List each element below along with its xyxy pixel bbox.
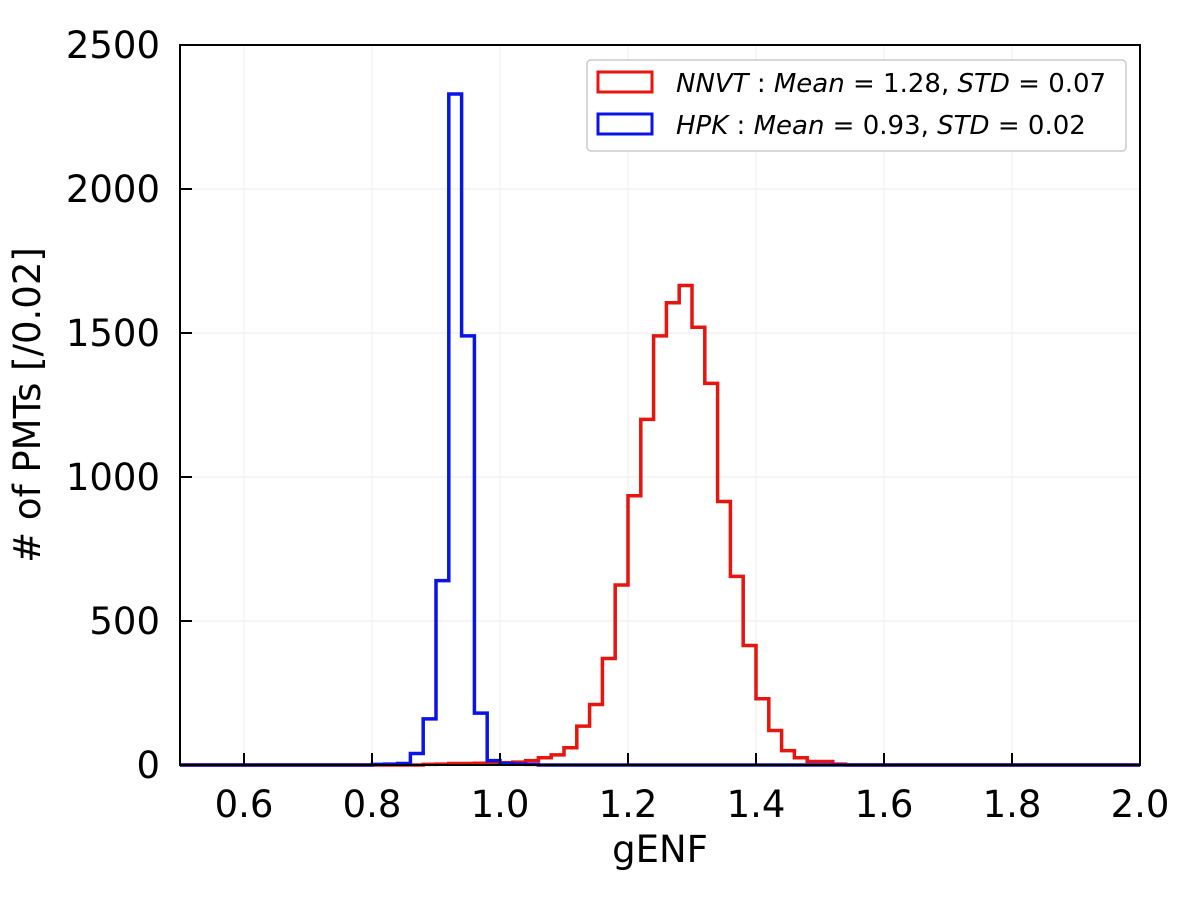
- series-nnvt-histogram: [180, 283, 1140, 767]
- y-tick-label: 500: [89, 600, 160, 643]
- x-tick-label: 0.8: [343, 783, 402, 826]
- legend-hpk-mean-label: Mean: [754, 111, 825, 141]
- legend-hpk-name: HPK: [676, 111, 730, 141]
- plot-frame: [179, 44, 1141, 766]
- series-hpk-histogram: [180, 92, 1140, 767]
- y-tick-label: 1500: [66, 312, 160, 355]
- legend-swatch-hpk: [596, 112, 654, 136]
- legend-box: [586, 59, 1127, 152]
- y-tick-label: 2500: [66, 24, 160, 67]
- x-tick-label: 1.4: [727, 783, 786, 826]
- legend-hpk-std-label: STD: [937, 111, 989, 141]
- legend-swatch-nnvt: [596, 70, 654, 94]
- legend-nnvt-mean-label: Mean: [774, 69, 845, 99]
- x-tick-label: 1.0: [471, 783, 530, 826]
- legend-nnvt-mean-value: 1.28: [883, 69, 941, 99]
- legend-hpk-mean-value: 0.93: [863, 111, 921, 141]
- x-tick-label: 1.6: [855, 783, 914, 826]
- series-layer: [180, 92, 1140, 767]
- x-tick-label: 0.6: [215, 783, 274, 826]
- legend-nnvt-name: NNVT: [676, 69, 751, 99]
- legend-nnvt-std-value: 0.07: [1048, 69, 1106, 99]
- x-tick-label: 1.2: [599, 783, 658, 826]
- x-tick-label: 2.0: [1111, 783, 1170, 826]
- y-axis-title: # of PMTs [/0.02]: [6, 247, 49, 563]
- x-tick-label: 1.8: [983, 783, 1042, 826]
- legend-hpk-std-value: 0.02: [1028, 111, 1086, 141]
- axis-ticks: 0.6 0.8 1.0 1.2 1.4 1.6 1.8 2.0 0 500 1000 1500 2000…: [66, 24, 1170, 826]
- y-tick-label: 0: [136, 744, 160, 787]
- legend-entry-nnvt: NNVT : Mean = 1.28, STD = 0.07: [676, 69, 1106, 99]
- legend-entry-hpk: HPK : Mean = 0.93, STD = 0.02: [676, 111, 1086, 141]
- legend-nnvt-std-label: STD: [957, 69, 1009, 99]
- legend: NNVT : Mean = 1.28, STD = 0.07 HPK : Mea…: [586, 59, 1127, 152]
- grid-lines: [180, 44, 1141, 766]
- y-tick-label: 1000: [66, 456, 160, 499]
- x-axis-title: gENF: [612, 828, 708, 871]
- y-tick-label: 2000: [66, 168, 160, 211]
